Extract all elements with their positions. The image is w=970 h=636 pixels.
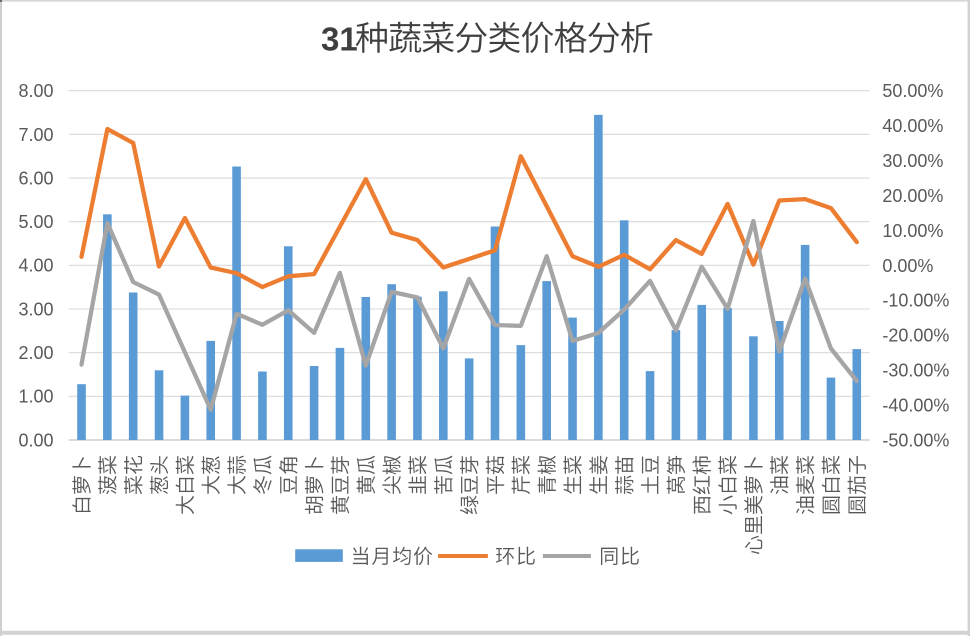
svg-text:40.00%: 40.00% — [882, 116, 943, 136]
svg-text:1.00: 1.00 — [18, 387, 53, 407]
svg-text:7.00: 7.00 — [18, 125, 53, 145]
svg-text:20.00%: 20.00% — [882, 186, 943, 206]
svg-text:5.00: 5.00 — [18, 212, 53, 232]
svg-text:2.00: 2.00 — [18, 343, 53, 363]
svg-text:30.00%: 30.00% — [882, 151, 943, 171]
svg-text:0.00%: 0.00% — [882, 256, 933, 276]
svg-text:-40.00%: -40.00% — [882, 396, 949, 416]
svg-text:8.00: 8.00 — [18, 81, 53, 101]
svg-text:10.00%: 10.00% — [882, 221, 943, 241]
svg-text:-10.00%: -10.00% — [882, 291, 949, 311]
svg-text:-20.00%: -20.00% — [882, 326, 949, 346]
svg-text:6.00: 6.00 — [18, 168, 53, 188]
svg-text:31: 31 — [321, 21, 358, 58]
svg-text:50.00%: 50.00% — [882, 81, 943, 101]
svg-text:0.00: 0.00 — [18, 430, 53, 450]
svg-text:4.00: 4.00 — [18, 256, 53, 276]
svg-text:-30.00%: -30.00% — [882, 361, 949, 381]
svg-text:3.00: 3.00 — [18, 299, 53, 319]
svg-text:-50.00%: -50.00% — [882, 430, 949, 450]
